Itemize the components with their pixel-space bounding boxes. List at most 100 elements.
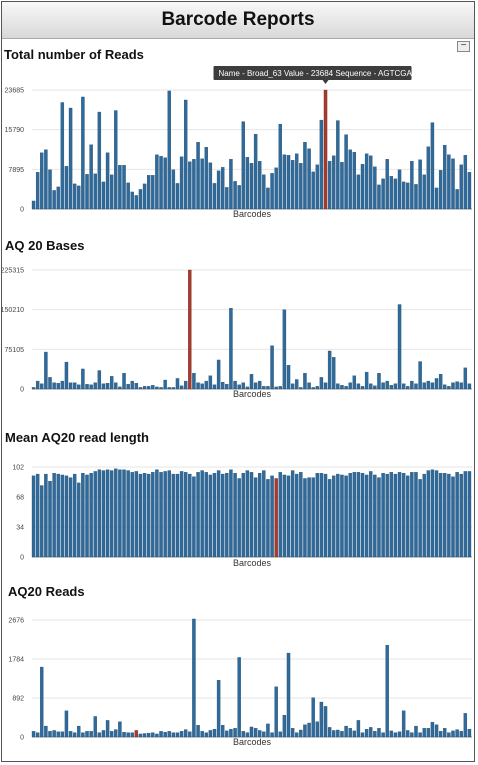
bar[interactable]	[397, 472, 402, 558]
bar[interactable]	[434, 724, 439, 738]
bar[interactable]	[31, 731, 36, 738]
bar[interactable]	[93, 716, 97, 738]
bar[interactable]	[85, 384, 89, 390]
bar[interactable]	[274, 386, 278, 390]
bar[interactable]	[360, 473, 365, 558]
bar[interactable]	[245, 470, 250, 558]
highlighted-bar[interactable]	[274, 478, 278, 558]
bar[interactable]	[414, 184, 418, 210]
bar[interactable]	[163, 732, 167, 738]
bar[interactable]	[233, 728, 237, 738]
bar[interactable]	[364, 728, 369, 738]
bar[interactable]	[278, 472, 282, 558]
bar[interactable]	[360, 164, 365, 210]
bar[interactable]	[212, 384, 217, 390]
bar[interactable]	[299, 387, 303, 390]
bar[interactable]	[381, 178, 385, 210]
bar[interactable]	[295, 153, 299, 210]
bar[interactable]	[422, 174, 426, 210]
bar[interactable]	[233, 380, 237, 390]
bar[interactable]	[315, 721, 319, 738]
bar[interactable]	[89, 144, 93, 210]
bar[interactable]	[171, 732, 176, 738]
bar[interactable]	[130, 191, 134, 210]
bar[interactable]	[192, 373, 196, 390]
bar[interactable]	[44, 351, 48, 390]
bar[interactable]	[266, 187, 270, 210]
bar[interactable]	[40, 383, 44, 390]
bar[interactable]	[109, 731, 114, 738]
bar[interactable]	[270, 345, 274, 390]
bar[interactable]	[430, 469, 435, 558]
bar[interactable]	[175, 732, 180, 738]
bar[interactable]	[134, 195, 139, 210]
bar[interactable]	[377, 728, 381, 738]
bar[interactable]	[229, 308, 233, 390]
bar[interactable]	[295, 379, 299, 390]
bar[interactable]	[414, 383, 418, 390]
bar[interactable]	[401, 181, 406, 210]
bar[interactable]	[155, 386, 159, 390]
bar[interactable]	[467, 728, 472, 738]
bar[interactable]	[266, 386, 270, 390]
bar[interactable]	[385, 645, 389, 738]
bar[interactable]	[406, 730, 410, 738]
bar[interactable]	[183, 99, 188, 210]
bar[interactable]	[200, 470, 204, 558]
bar[interactable]	[130, 472, 134, 558]
bar[interactable]	[352, 152, 357, 210]
bar[interactable]	[410, 472, 414, 558]
bar[interactable]	[340, 474, 344, 558]
bar[interactable]	[389, 472, 394, 558]
bar[interactable]	[122, 469, 126, 558]
bar[interactable]	[105, 720, 110, 738]
bar[interactable]	[155, 154, 159, 210]
bar[interactable]	[307, 477, 311, 558]
bar[interactable]	[52, 473, 56, 558]
collapse-button[interactable]: −	[457, 41, 470, 52]
bar[interactable]	[85, 731, 89, 738]
bar[interactable]	[93, 471, 97, 558]
bar[interactable]	[311, 171, 315, 210]
bar[interactable]	[393, 383, 398, 390]
bar[interactable]	[266, 479, 270, 558]
bar[interactable]	[253, 382, 258, 390]
bar[interactable]	[175, 183, 180, 210]
bar[interactable]	[229, 159, 233, 210]
bar[interactable]	[397, 731, 402, 738]
bar[interactable]	[290, 383, 295, 390]
bar[interactable]	[253, 728, 258, 738]
bar[interactable]	[159, 731, 163, 738]
bar[interactable]	[443, 473, 447, 558]
bar[interactable]	[253, 133, 258, 210]
bar[interactable]	[443, 728, 447, 738]
bar[interactable]	[438, 170, 443, 210]
bar[interactable]	[463, 367, 468, 390]
bar[interactable]	[290, 160, 295, 210]
bar[interactable]	[77, 185, 81, 210]
bar[interactable]	[319, 701, 324, 738]
bar[interactable]	[44, 725, 48, 738]
bar[interactable]	[81, 96, 85, 210]
bar[interactable]	[290, 470, 295, 558]
bar[interactable]	[77, 384, 81, 390]
bar[interactable]	[418, 361, 422, 390]
bar[interactable]	[360, 386, 365, 390]
bar[interactable]	[364, 371, 369, 390]
bar[interactable]	[336, 120, 340, 210]
bar[interactable]	[85, 474, 89, 558]
bar[interactable]	[60, 102, 65, 210]
highlighted-bar[interactable]	[323, 89, 328, 210]
bar[interactable]	[212, 183, 217, 210]
bar[interactable]	[418, 732, 422, 738]
bar[interactable]	[344, 475, 348, 558]
bar[interactable]	[52, 190, 56, 210]
bar[interactable]	[258, 473, 262, 558]
bar[interactable]	[451, 730, 455, 738]
bar[interactable]	[216, 680, 221, 738]
bar[interactable]	[451, 382, 455, 390]
bar[interactable]	[225, 384, 229, 390]
bar[interactable]	[155, 733, 159, 738]
bar[interactable]	[455, 381, 459, 390]
bar[interactable]	[286, 652, 291, 738]
